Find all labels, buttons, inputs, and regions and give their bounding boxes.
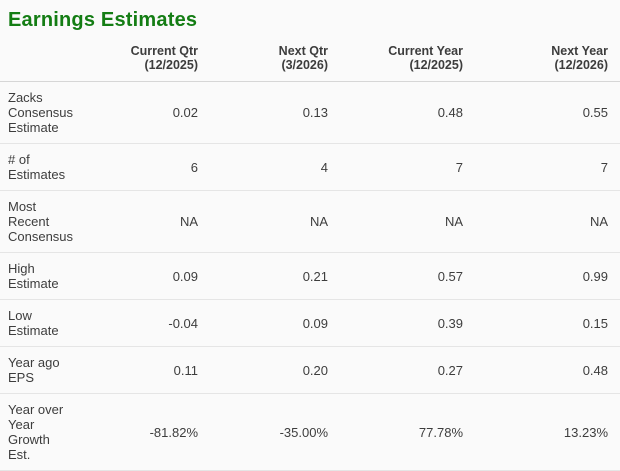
table-row-year-ago-eps: Year ago EPS 0.11 0.20 0.27 0.48 <box>0 346 620 394</box>
cell-value: 0.21 <box>210 252 340 300</box>
cell-value: 0.55 <box>475 81 620 144</box>
column-header-current-year: Current Year (12/2025) <box>340 38 475 82</box>
table-row-high-estimate: High Estimate 0.09 0.21 0.57 0.99 <box>0 252 620 300</box>
column-header-label: Next Qtr <box>278 44 328 58</box>
cell-value: 0.27 <box>340 346 475 394</box>
cell-value: -35.00% <box>210 393 340 471</box>
table-row-most-recent-consensus: Most Recent Consensus NA NA NA NA <box>0 190 620 253</box>
page-title: Earnings Estimates <box>8 9 198 31</box>
row-label: Zacks Consensus Estimate <box>0 81 108 144</box>
cell-value: -0.04 <box>108 299 210 347</box>
row-label: Low Estimate <box>0 299 108 347</box>
cell-value: 7 <box>475 143 620 191</box>
cell-value: 0.20 <box>210 346 340 394</box>
column-header-next-year: Next Year (12/2026) <box>475 38 620 82</box>
column-header-period: (12/2025) <box>409 58 463 72</box>
cell-value: 0.48 <box>475 346 620 394</box>
table-row-number-of-estimates: # of Estimates 6 4 7 7 <box>0 143 620 191</box>
cell-value: 0.09 <box>108 252 210 300</box>
column-header-label: Next Year <box>551 44 608 58</box>
cell-value: 0.11 <box>108 346 210 394</box>
column-header-period: (12/2025) <box>144 58 198 72</box>
cell-value: -81.82% <box>108 393 210 471</box>
row-label: # of Estimates <box>0 143 108 191</box>
column-header-next-qtr: Next Qtr (3/2026) <box>210 38 340 82</box>
table-row-zacks-consensus-estimate: Zacks Consensus Estimate 0.02 0.13 0.48 … <box>0 81 620 144</box>
cell-value: NA <box>340 190 475 253</box>
table-row-year-over-year-growth-est: Year over Year Growth Est. -81.82% -35.0… <box>0 393 620 471</box>
column-header-period: (12/2026) <box>554 58 608 72</box>
cell-value: 0.39 <box>340 299 475 347</box>
row-label: Year over Year Growth Est. <box>0 393 108 471</box>
cell-value: 6 <box>108 143 210 191</box>
table-row-low-estimate: Low Estimate -0.04 0.09 0.39 0.15 <box>0 299 620 347</box>
cell-value: 4 <box>210 143 340 191</box>
column-header-current-qtr: Current Qtr (12/2025) <box>108 38 210 82</box>
cell-value: 0.15 <box>475 299 620 347</box>
cell-value: NA <box>108 190 210 253</box>
header-corner-cell <box>0 38 108 82</box>
cell-value: 0.13 <box>210 81 340 144</box>
column-header-label: Current Qtr <box>130 44 198 58</box>
cell-value: 77.78% <box>340 393 475 471</box>
cell-value: 0.09 <box>210 299 340 347</box>
cell-value: 0.02 <box>108 81 210 144</box>
cell-value: 13.23% <box>475 393 620 471</box>
column-header-period: (3/2026) <box>281 58 328 72</box>
cell-value: 0.99 <box>475 252 620 300</box>
earnings-estimates-table: Current Qtr (12/2025) Next Qtr (3/2026) … <box>0 38 620 471</box>
row-label: High Estimate <box>0 252 108 300</box>
cell-value: 0.57 <box>340 252 475 300</box>
cell-value: 7 <box>340 143 475 191</box>
cell-value: NA <box>475 190 620 253</box>
header-row: Current Qtr (12/2025) Next Qtr (3/2026) … <box>0 38 620 82</box>
column-header-label: Current Year <box>388 44 463 58</box>
cell-value: 0.48 <box>340 81 475 144</box>
cell-value: NA <box>210 190 340 253</box>
row-label: Year ago EPS <box>0 346 108 394</box>
row-label: Most Recent Consensus <box>0 190 108 253</box>
